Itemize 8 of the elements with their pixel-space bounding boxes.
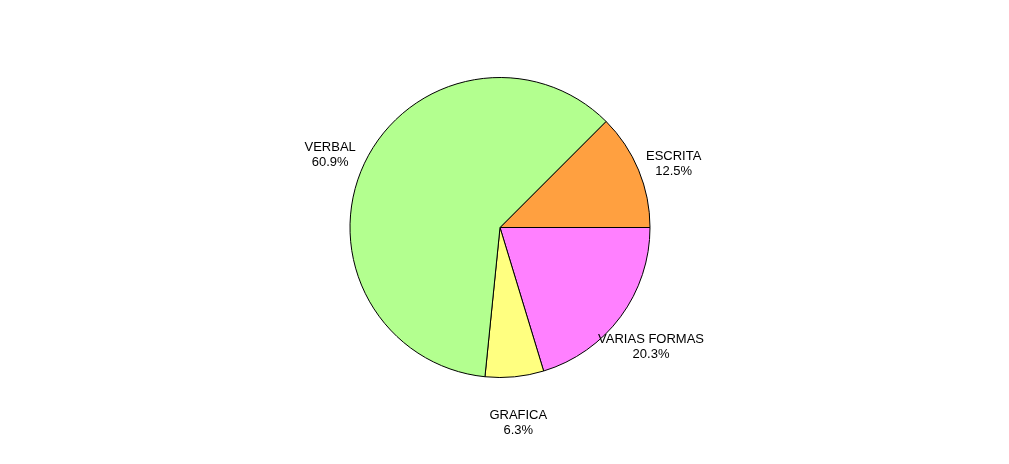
slice-label: VARIAS FORMAS	[598, 331, 705, 347]
slice-label: ESCRITA	[645, 147, 702, 163]
slice-label: VERBAL	[304, 138, 356, 154]
data-label: 20.3%	[632, 346, 670, 362]
data-label: 60.9%	[311, 153, 350, 169]
data-label: 6.3%	[503, 421, 534, 437]
data-label: 12.5%	[655, 162, 693, 178]
slice-label: GRAFICA	[489, 406, 548, 422]
